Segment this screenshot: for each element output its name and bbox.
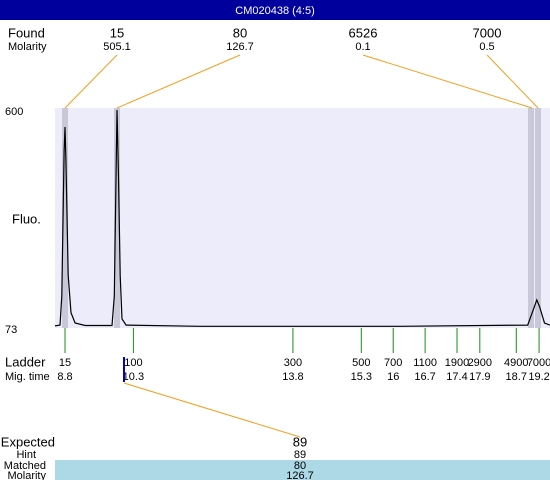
y-axis-label: Fluo.: [12, 211, 41, 226]
ladder-size: 1100: [413, 357, 437, 369]
ladder-size: 4900: [504, 357, 528, 369]
connector: [362, 54, 533, 109]
peak-band: [114, 108, 120, 328]
ladder-time: 18.7: [506, 371, 527, 383]
ladder-time: 8.8: [57, 371, 72, 383]
ladder-size: 100: [124, 357, 142, 369]
y-tick-label: 600: [5, 106, 23, 118]
ladder-time: 19.2: [528, 371, 549, 383]
peak-molarity: 126.7: [226, 41, 254, 53]
connector: [123, 382, 301, 438]
ladder-label: Ladder: [5, 354, 46, 369]
found-label: Found: [8, 25, 45, 40]
trace: [54, 109, 550, 327]
peak-molarity: 505.1: [103, 41, 131, 53]
ladder-size: 1900: [445, 357, 469, 369]
ladder-size: 15: [59, 357, 71, 369]
hint-value: 89: [294, 449, 306, 461]
peak-band: [62, 108, 68, 328]
matched-value: 80: [294, 460, 306, 472]
expected-value: 89: [293, 434, 307, 449]
peak-size: 7000: [473, 25, 502, 40]
ladder-size: 2900: [468, 357, 492, 369]
molarity-value: 126.7: [286, 470, 314, 480]
ladder-time: 15.3: [351, 371, 372, 383]
time-label: Mig. time: [5, 371, 50, 383]
ladder-time: 10.3: [123, 371, 144, 383]
molarity-label: Molarity: [8, 41, 47, 53]
plot-area: [55, 108, 550, 328]
connector: [116, 54, 241, 109]
peak-size: 80: [233, 25, 247, 40]
title-bar: [0, 0, 550, 20]
ladder-time: 17.9: [469, 371, 490, 383]
y-tick-label: 73: [5, 324, 17, 336]
ladder-time: 16: [387, 371, 399, 383]
peak-size: 15: [110, 25, 124, 40]
ladder-time: 13.8: [282, 371, 303, 383]
peak-molarity: 0.1: [355, 41, 370, 53]
peak-size: 6526: [349, 25, 378, 40]
ladder-size: 300: [284, 357, 302, 369]
matched-band: [55, 460, 550, 480]
hint-label: Hint: [16, 449, 36, 461]
matched-label: Matched: [4, 460, 46, 472]
title: CM020438 (4:5): [235, 5, 315, 17]
peak-band: [528, 108, 534, 328]
ladder-size: 700: [384, 357, 402, 369]
connector: [64, 54, 118, 109]
connector: [486, 54, 539, 109]
ladder-time: 16.7: [414, 371, 435, 383]
ladder-size: 500: [352, 357, 370, 369]
molarity-label: Molarity: [7, 470, 46, 480]
connectors: [64, 54, 539, 438]
peak-bands: [62, 108, 541, 328]
peak-band: [535, 108, 541, 328]
peak-molarity: 0.5: [479, 41, 494, 53]
expected-label: Expected: [1, 434, 55, 449]
ladder-size: 7000: [527, 357, 550, 369]
ladder-time: 17.4: [446, 371, 467, 383]
